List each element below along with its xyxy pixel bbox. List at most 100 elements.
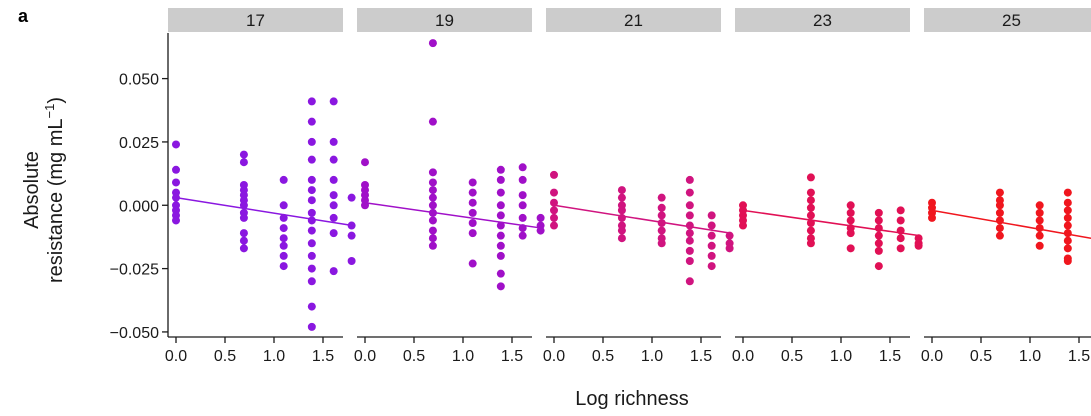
x-axis-title: Log richness (575, 388, 688, 410)
data-point (347, 231, 356, 240)
data-point (428, 117, 437, 126)
data-point (707, 231, 716, 240)
x-tick-label: 1.0 (452, 348, 474, 365)
data-point (1035, 241, 1044, 250)
data-point (279, 251, 288, 260)
facet-strip-label: 23 (813, 11, 832, 30)
data-point (496, 165, 505, 174)
data-point (428, 241, 437, 250)
data-point (239, 244, 248, 253)
data-point (172, 140, 180, 149)
data-point (896, 244, 905, 253)
data-point (496, 188, 505, 197)
fit-line (742, 209, 920, 237)
data-point (279, 213, 288, 222)
data-point (707, 241, 716, 250)
data-point (1063, 221, 1072, 230)
data-point (657, 193, 666, 202)
data-point (707, 251, 716, 260)
data-point (685, 257, 694, 265)
data-point (428, 186, 437, 195)
facet-panel-23: 23 0.0 0.5 1.0 1.5 (732, 8, 923, 365)
data-point (239, 213, 248, 222)
data-point (307, 226, 316, 235)
x-tick-label: 1.0 (263, 348, 285, 365)
data-point (307, 137, 316, 146)
data-point (496, 231, 505, 240)
data-point (1035, 201, 1044, 210)
data-point (239, 236, 248, 245)
x-tick-label: 0.0 (732, 348, 754, 365)
facet-points (172, 97, 356, 331)
y-tick-label: 0.050 (119, 72, 159, 89)
data-point (496, 221, 505, 230)
data-point (496, 282, 505, 291)
facet-panel-25: 25 0.0 0.5 1.0 1.5 (921, 8, 1091, 365)
data-point (657, 239, 666, 248)
data-point (846, 244, 855, 253)
data-point (307, 251, 316, 260)
data-point (685, 211, 694, 220)
data-point (518, 191, 527, 200)
facet-panel-21: 21 0.0 0.5 1.0 1.5 (543, 8, 734, 365)
data-point (874, 208, 883, 217)
data-point (279, 234, 288, 243)
data-point (329, 137, 338, 146)
data-point (550, 188, 558, 197)
data-point (1035, 231, 1044, 240)
data-point (685, 229, 694, 238)
data-point (279, 201, 288, 210)
data-point (518, 213, 527, 222)
data-point (239, 158, 248, 167)
facet-strip-label: 17 (246, 11, 265, 30)
data-point (518, 231, 527, 240)
fit-line (364, 201, 542, 229)
facet-strip (924, 8, 1091, 32)
data-point (279, 262, 288, 271)
data-point (685, 188, 694, 197)
facet-strip-label: 25 (1002, 11, 1021, 30)
data-point (536, 213, 545, 222)
data-point (550, 206, 558, 215)
data-point (874, 239, 883, 248)
y-tick-label: 0.025 (119, 135, 159, 152)
data-point (496, 201, 505, 210)
y-axis-title-sup: −1 (42, 104, 57, 119)
data-point (657, 203, 666, 212)
data-point (685, 236, 694, 245)
facet-strip-label: 19 (435, 11, 454, 30)
data-point (239, 201, 248, 210)
data-point (914, 241, 923, 250)
data-point (928, 213, 936, 222)
data-point (1063, 236, 1072, 245)
data-point (896, 216, 905, 225)
data-point (550, 170, 558, 179)
x-tick-label: 0.5 (970, 348, 992, 365)
data-point (617, 226, 626, 235)
data-point (846, 208, 855, 217)
x-tick-label: 0.5 (592, 348, 614, 365)
data-point (707, 211, 716, 220)
data-point (995, 231, 1004, 240)
x-tick-label: 1.0 (1019, 348, 1041, 365)
data-point (279, 175, 288, 184)
facet-panel-17: 17 0.0 0.5 1.0 1.5 (165, 8, 356, 365)
x-tick-label: 1.5 (1068, 348, 1090, 365)
data-point (428, 168, 437, 177)
data-point (307, 155, 316, 164)
data-point (874, 216, 883, 225)
data-point (874, 246, 883, 255)
data-point (307, 277, 316, 286)
data-point (896, 206, 905, 215)
facet-strip (735, 8, 910, 32)
data-point (496, 241, 505, 250)
data-point (995, 224, 1004, 233)
data-point (428, 216, 437, 225)
data-point (307, 97, 316, 106)
facet-strip (546, 8, 721, 32)
data-point (874, 231, 883, 240)
data-point (468, 229, 477, 238)
y-tick-label: −0.050 (110, 325, 159, 342)
data-point (329, 213, 338, 222)
